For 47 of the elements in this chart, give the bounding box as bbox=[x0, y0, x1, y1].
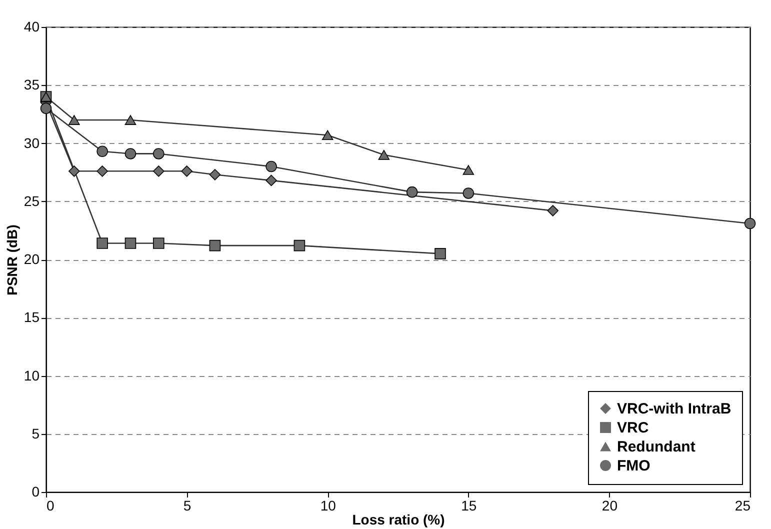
legend-label: VRC bbox=[617, 420, 649, 436]
point bbox=[209, 240, 221, 252]
point bbox=[124, 238, 136, 249]
y-axis-title: PSNR (dB) bbox=[4, 224, 20, 296]
y-tick-label: 30 bbox=[24, 134, 40, 151]
point bbox=[209, 168, 221, 180]
point bbox=[462, 188, 474, 199]
x-tick-label: 0 bbox=[46, 498, 54, 514]
y-tick-label: 40 bbox=[24, 18, 40, 34]
point bbox=[96, 238, 108, 249]
point bbox=[744, 218, 756, 230]
y-tick-label: 0 bbox=[32, 484, 40, 500]
point bbox=[124, 115, 136, 125]
point bbox=[181, 166, 192, 177]
point bbox=[294, 240, 306, 252]
point bbox=[152, 238, 164, 249]
point bbox=[40, 102, 52, 114]
y-tick-label: 25 bbox=[24, 192, 40, 209]
point bbox=[266, 160, 277, 172]
point bbox=[152, 166, 164, 177]
point bbox=[462, 165, 474, 175]
y-tick-label: 5 bbox=[32, 425, 40, 442]
y-tick-label: 15 bbox=[24, 309, 40, 326]
y-tick-label: 20 bbox=[24, 251, 40, 267]
point bbox=[152, 148, 164, 160]
point bbox=[68, 115, 80, 125]
legend-label: FMO bbox=[617, 458, 651, 474]
point bbox=[378, 150, 390, 160]
point bbox=[68, 166, 80, 177]
point bbox=[547, 205, 559, 216]
point bbox=[96, 146, 108, 158]
y-tick-label: 35 bbox=[24, 76, 40, 93]
x-tick-label: 10 bbox=[320, 498, 336, 514]
x-tick-label: 25 bbox=[734, 498, 751, 514]
legend-label: Redundant bbox=[617, 438, 696, 456]
point bbox=[434, 248, 446, 260]
point bbox=[124, 148, 136, 160]
x-tick-label: 5 bbox=[183, 498, 192, 514]
y-tick-label: 10 bbox=[24, 367, 40, 384]
point bbox=[266, 174, 277, 186]
x-tick-label: 20 bbox=[602, 498, 618, 514]
legend-label: VRC-with IntraB bbox=[617, 400, 732, 418]
point bbox=[322, 130, 334, 140]
point bbox=[406, 186, 418, 198]
x-axis-title: Loss ratio (%) bbox=[352, 512, 445, 528]
point bbox=[96, 166, 108, 177]
x-tick-label: 15 bbox=[461, 498, 477, 514]
